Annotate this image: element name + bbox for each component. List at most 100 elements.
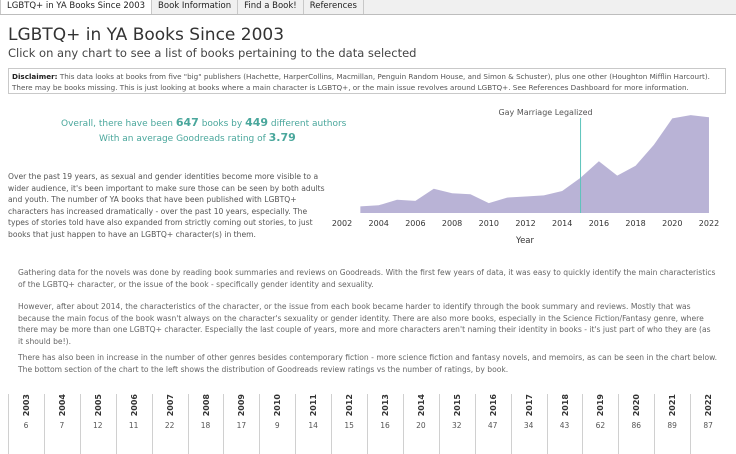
year-column[interactable]: 2007 22 [151, 394, 188, 454]
x-tick-label: 2004 [369, 219, 389, 228]
year-label: 2022 [704, 394, 714, 417]
column-divider [259, 394, 261, 454]
year-column[interactable]: 2016 47 [474, 394, 511, 454]
column-divider [187, 394, 189, 454]
stats-suffix: different authors [268, 119, 347, 129]
year-book-count: 22 [164, 421, 175, 430]
average-rating: 3.79 [268, 131, 296, 144]
genres-paragraph: There has also been in increase in the n… [18, 353, 718, 374]
x-tick-label: 2012 [515, 219, 535, 228]
year-column[interactable]: 2018 43 [546, 394, 583, 454]
year-label: 2014 [416, 394, 426, 417]
year-label: 2018 [560, 394, 570, 417]
stats-line-total[interactable]: Overall, there have been 647 books by 44… [61, 116, 346, 129]
column-divider [654, 394, 656, 454]
year-book-count: 12 [93, 421, 103, 430]
year-column[interactable]: 2004 7 [43, 394, 80, 454]
column-divider [618, 394, 620, 454]
year-label: 2021 [668, 394, 678, 417]
year-book-count: 7 [59, 421, 65, 430]
column-divider [582, 394, 584, 454]
year-book-count: 6 [23, 421, 29, 430]
year-label: 2011 [309, 394, 319, 417]
x-tick-label: 2020 [662, 219, 682, 228]
column-divider [151, 394, 153, 454]
year-column[interactable]: 2013 16 [367, 394, 403, 454]
year-label: 2010 [273, 394, 283, 417]
year-column[interactable]: 2015 32 [438, 394, 475, 454]
books-per-year-area [360, 115, 709, 213]
tab-book-information[interactable]: Book Information [152, 0, 239, 14]
year-book-count: 86 [631, 421, 642, 430]
disclaimer-label: Disclaimer: [12, 72, 58, 81]
year-column[interactable]: 2014 20 [402, 394, 439, 454]
post-2014-paragraph: However, after about 2014, the character… [18, 302, 711, 346]
year-label: 2020 [632, 394, 642, 417]
x-tick-label: 2008 [442, 219, 462, 228]
books-per-year-area-chart[interactable]: Gay Marriage Legalized 2002 2004 2006 2008 2… [0, 0, 736, 250]
year-column[interactable]: 2012 15 [331, 394, 367, 454]
column-divider [223, 394, 225, 454]
tab-find-a-book[interactable]: Find a Book! [238, 0, 304, 14]
year-book-count: 20 [416, 421, 426, 430]
year-column[interactable]: 2022 87 [690, 394, 726, 454]
tab-references[interactable]: References [304, 0, 364, 14]
year-label: 2016 [488, 394, 498, 417]
year-column[interactable]: 2009 17 [223, 394, 259, 454]
disclaimer-box: Disclaimer: This data looks at books fro… [8, 68, 726, 94]
year-book-count: 16 [380, 421, 390, 430]
year-label: 2007 [165, 394, 175, 417]
x-tick-label: 2006 [405, 219, 425, 228]
year-column[interactable]: 2005 12 [79, 394, 116, 454]
year-column[interactable]: 2006 11 [115, 394, 152, 454]
column-divider [331, 394, 333, 454]
column-divider [295, 394, 297, 454]
year-column[interactable]: 2008 18 [187, 394, 224, 454]
year-book-count: 43 [559, 421, 570, 430]
year-book-count: 9 [274, 421, 280, 430]
year-label: 2008 [201, 394, 211, 417]
column-divider [438, 394, 440, 454]
year-book-count: 47 [487, 421, 498, 430]
intro-paragraph: Over the past 19 years, as sexual and ge… [8, 172, 325, 239]
column-divider [402, 394, 404, 454]
year-label: 2013 [381, 394, 390, 417]
rating-prefix: With an average Goodreads rating of [99, 134, 269, 144]
tab-lgbtq-ya-books[interactable]: LGBTQ+ in YA Books Since 2003 [0, 0, 153, 14]
year-column[interactable]: 2020 86 [618, 394, 654, 454]
year-book-count: 11 [128, 421, 139, 430]
year-book-count: 14 [308, 421, 318, 430]
year-label: 2003 [22, 394, 31, 417]
stats-mid: books by [198, 119, 246, 129]
disclaimer-text: This data looks at books from five "big"… [12, 72, 710, 92]
data-gathering-paragraph: Gathering data for the novels was done b… [18, 268, 716, 289]
x-tick-label: 2002 [332, 219, 352, 228]
book-count: 647 [175, 116, 199, 129]
year-column[interactable]: 2010 9 [259, 394, 295, 454]
year-label: 2004 [57, 394, 67, 417]
year-book-count: 15 [344, 421, 354, 430]
year-book-count: 34 [523, 421, 534, 430]
year-book-count: 87 [703, 421, 713, 430]
x-tick-label: 2022 [699, 219, 719, 228]
year-column[interactable]: 2011 14 [295, 394, 331, 454]
gay-marriage-annotation: Gay Marriage Legalized [498, 108, 592, 117]
year-column[interactable]: 2003 6 [8, 394, 44, 454]
stats-line-rating[interactable]: With an average Goodreads rating of 3.79 [99, 131, 296, 144]
page-subtitle: Click on any chart to see a list of book… [8, 46, 417, 60]
column-divider [8, 394, 9, 454]
author-count: 449 [245, 116, 269, 129]
column-divider [79, 394, 81, 454]
year-book-count: 89 [667, 421, 677, 430]
year-column[interactable]: 2021 89 [654, 394, 690, 454]
page-title: LGBTQ+ in YA Books Since 2003 [8, 25, 285, 45]
stats-prefix: Overall, there have been [61, 119, 176, 129]
year-label: 2005 [93, 394, 103, 417]
column-divider [43, 394, 45, 454]
year-column[interactable]: 2019 62 [582, 394, 618, 454]
column-divider [474, 394, 476, 454]
year-label: 2015 [452, 394, 462, 417]
year-column[interactable]: 2017 34 [510, 394, 547, 454]
year-book-count: 17 [236, 421, 247, 430]
x-tick-label: 2014 [552, 219, 572, 228]
